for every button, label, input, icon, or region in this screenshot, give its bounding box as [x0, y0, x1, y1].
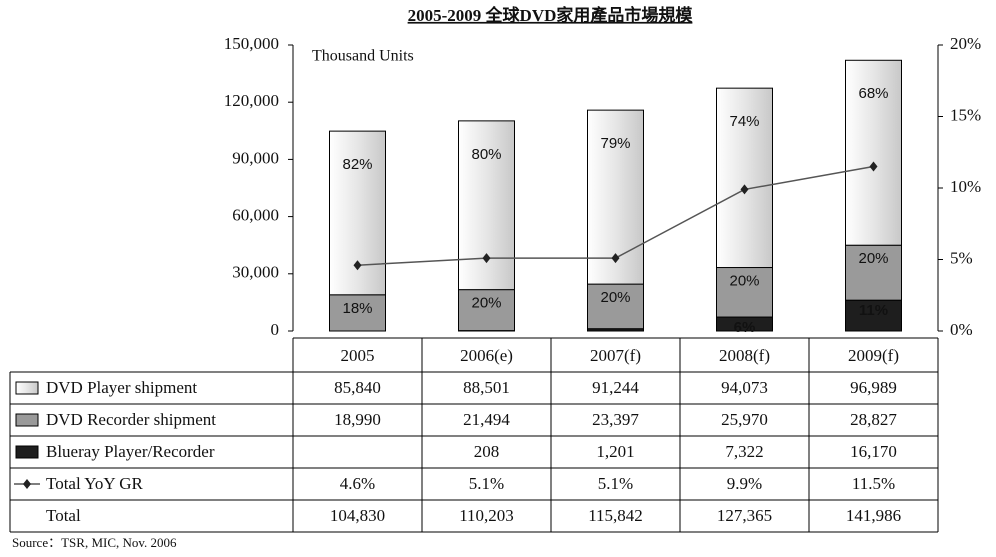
table-cell: 5.1% — [469, 474, 504, 493]
table-cell: 18,990 — [334, 410, 381, 429]
table-cell: 16,170 — [850, 442, 897, 461]
y2-tick-label: 0% — [950, 320, 973, 339]
share-label: 18% — [342, 300, 372, 317]
x-tick-label: 2007(f) — [590, 346, 641, 365]
table-cell: 85,840 — [334, 378, 381, 397]
table-cell: 5.1% — [598, 474, 633, 493]
share-label: 20% — [858, 250, 888, 267]
share-label: 11% — [859, 302, 888, 319]
table-cell: 115,842 — [588, 506, 643, 525]
share-label: 68% — [858, 85, 888, 102]
y-tick-label: 30,000 — [232, 263, 279, 282]
y-tick-label: 120,000 — [224, 91, 279, 110]
y-tick-label: 60,000 — [232, 206, 279, 225]
table-cell: 28,827 — [850, 410, 897, 429]
legend-marker — [23, 479, 31, 489]
table-cell: 1,201 — [596, 442, 634, 461]
share-label: 80% — [471, 146, 501, 163]
share-label: 20% — [471, 295, 501, 312]
table-cell: 21,494 — [463, 410, 510, 429]
table-cell: 96,989 — [850, 378, 897, 397]
table-cell: 88,501 — [463, 378, 510, 397]
x-tick-label: 2006(e) — [460, 346, 513, 365]
table-cell: 110,203 — [459, 506, 514, 525]
y2-tick-label: 10% — [950, 177, 981, 196]
table-cell: 208 — [474, 442, 500, 461]
x-tick-label: 2008(f) — [719, 346, 770, 365]
table-cell: 94,073 — [721, 378, 768, 397]
share-label: 20% — [729, 272, 759, 289]
source: Source：TSR, MIC, Nov. 2006 — [12, 535, 177, 550]
x-tick-label: 2009(f) — [848, 346, 899, 365]
legend-label: Total YoY GR — [46, 474, 144, 493]
y2-tick-label: 15% — [950, 105, 981, 124]
table-cell: 127,365 — [717, 506, 772, 525]
legend-swatch — [16, 382, 38, 394]
share-label: 82% — [342, 156, 372, 173]
share-label: 74% — [729, 113, 759, 130]
table-cell: 23,397 — [592, 410, 639, 429]
legend-swatch — [16, 446, 38, 458]
total-label: Total — [46, 506, 81, 525]
table-cell: 91,244 — [592, 378, 639, 397]
legend-label: DVD Player shipment — [46, 378, 197, 397]
table-cell: 25,970 — [721, 410, 768, 429]
share-label: 6% — [734, 319, 756, 336]
chart-title: 2005-2009 全球DVD家用產品市場規模 — [408, 5, 694, 25]
y2-tick-label: 20% — [950, 34, 981, 53]
y-tick-label: 150,000 — [224, 34, 279, 53]
table-cell: 11.5% — [852, 474, 895, 493]
share-label: 20% — [600, 289, 630, 306]
y2-tick-label: 5% — [950, 248, 973, 267]
share-label: 79% — [600, 135, 630, 152]
table-cell: 4.6% — [340, 474, 375, 493]
table-cell: 7,322 — [725, 442, 763, 461]
table-cell: 141,986 — [846, 506, 901, 525]
legend-label: DVD Recorder shipment — [46, 410, 216, 429]
unit-annotation: Thousand Units — [312, 48, 414, 65]
y-tick-label: 90,000 — [232, 148, 279, 167]
x-tick-label: 2005 — [341, 346, 375, 365]
y-tick-label: 0 — [271, 320, 280, 339]
table-cell: 9.9% — [727, 474, 762, 493]
table-cell: 104,830 — [330, 506, 385, 525]
legend-swatch — [16, 414, 38, 426]
legend-label: Blueray Player/Recorder — [46, 442, 215, 461]
